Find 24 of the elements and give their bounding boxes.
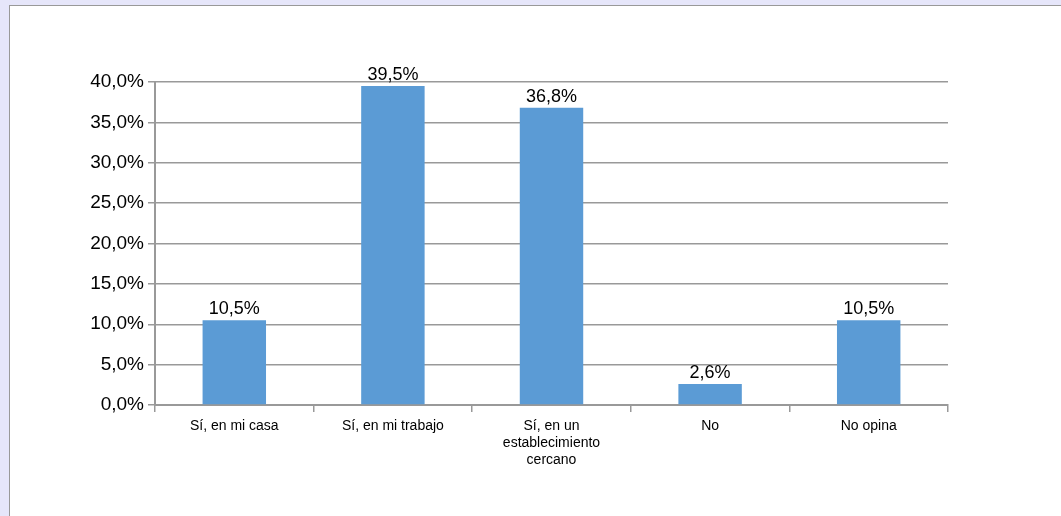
x-tick-label: No opina xyxy=(840,417,897,434)
data-label: 39,5% xyxy=(367,64,419,85)
bar xyxy=(361,86,425,405)
bar xyxy=(519,107,584,405)
x-tick-label: No xyxy=(701,417,720,434)
x-tick-label: Sí, en mi trabajo xyxy=(341,417,445,434)
y-tick-label: 35,0% xyxy=(90,110,145,132)
y-tick-label: 0,0% xyxy=(100,393,145,415)
data-label: 10,5% xyxy=(208,298,260,319)
y-tick-label: 25,0% xyxy=(90,191,145,213)
bar xyxy=(678,384,742,405)
x-tick-label: Sí, en un establecimiento cercano xyxy=(502,417,601,467)
y-tick-label: 30,0% xyxy=(90,150,145,172)
bar xyxy=(202,320,267,405)
y-tick-label: 20,0% xyxy=(90,231,145,253)
y-tick-label: 40,0% xyxy=(90,70,145,92)
x-tick-label: Sí, en mi casa xyxy=(189,417,279,434)
y-tick-label: 10,0% xyxy=(90,312,145,334)
bar xyxy=(836,320,901,405)
y-tick-label: 5,0% xyxy=(100,352,145,374)
data-label: 2,6% xyxy=(689,361,731,382)
data-label: 10,5% xyxy=(843,298,895,319)
y-tick-label: 15,0% xyxy=(90,272,145,294)
data-label: 36,8% xyxy=(525,85,578,106)
